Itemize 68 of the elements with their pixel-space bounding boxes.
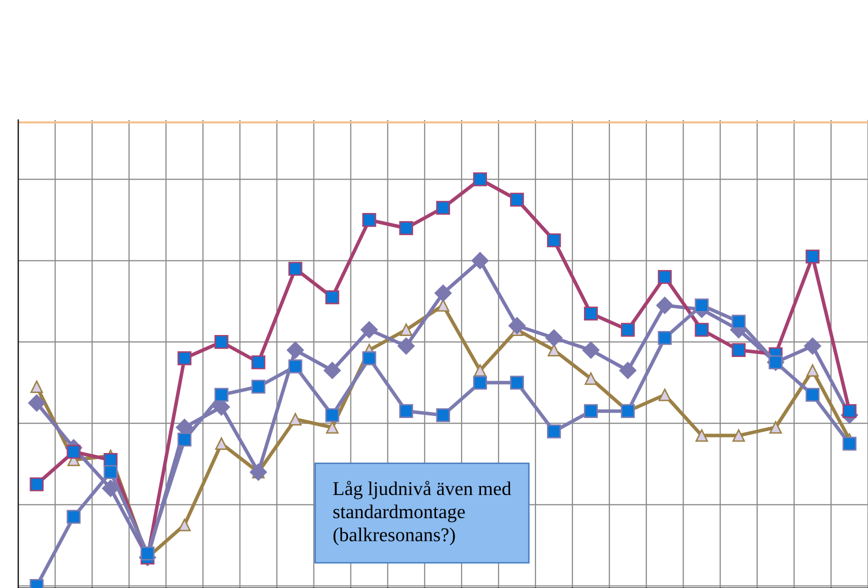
point — [545, 329, 563, 346]
point — [362, 213, 376, 227]
point — [694, 298, 709, 312]
point — [732, 314, 746, 329]
point — [769, 421, 782, 434]
point — [436, 299, 450, 312]
point — [251, 355, 266, 370]
point — [288, 262, 302, 276]
point — [178, 351, 192, 366]
point — [434, 284, 452, 302]
point — [694, 322, 709, 337]
point — [695, 429, 708, 442]
point — [399, 221, 414, 236]
point — [324, 362, 341, 379]
point — [806, 388, 820, 402]
point — [251, 380, 266, 394]
point — [473, 376, 488, 390]
point — [804, 337, 822, 355]
point — [656, 296, 674, 314]
point — [510, 376, 524, 390]
point — [658, 270, 672, 284]
point — [399, 404, 414, 418]
point — [732, 343, 746, 358]
point — [732, 429, 745, 442]
point — [215, 437, 228, 450]
point — [289, 412, 302, 426]
point — [508, 317, 526, 334]
point — [619, 362, 636, 379]
point — [510, 192, 524, 207]
point — [214, 388, 228, 402]
point — [584, 404, 598, 418]
point — [842, 404, 856, 418]
point — [436, 408, 450, 422]
point — [806, 364, 819, 377]
point — [28, 394, 46, 412]
point — [658, 388, 672, 402]
point — [326, 421, 339, 434]
point — [178, 518, 191, 532]
point — [286, 342, 304, 359]
point — [30, 477, 44, 492]
point — [102, 480, 120, 497]
point — [325, 408, 340, 422]
point — [30, 380, 43, 393]
annotation: Låg ljudnivå även med standardmontage (balkresonans?) — [333, 480, 512, 546]
point — [584, 306, 598, 320]
point — [547, 424, 561, 438]
point — [178, 432, 192, 447]
point — [806, 250, 820, 264]
point — [398, 337, 415, 355]
point — [620, 322, 635, 337]
point — [436, 200, 450, 215]
point — [547, 233, 561, 248]
point — [842, 436, 856, 451]
point — [472, 252, 489, 270]
point — [288, 359, 302, 374]
point — [140, 546, 154, 560]
point — [214, 335, 228, 349]
point — [400, 324, 412, 336]
point — [362, 351, 376, 366]
point — [66, 510, 81, 524]
point — [360, 321, 378, 338]
point — [66, 444, 81, 459]
point — [104, 465, 118, 480]
point — [325, 290, 340, 304]
point — [658, 330, 672, 345]
point — [473, 172, 488, 186]
point — [582, 342, 600, 359]
point — [250, 464, 267, 481]
